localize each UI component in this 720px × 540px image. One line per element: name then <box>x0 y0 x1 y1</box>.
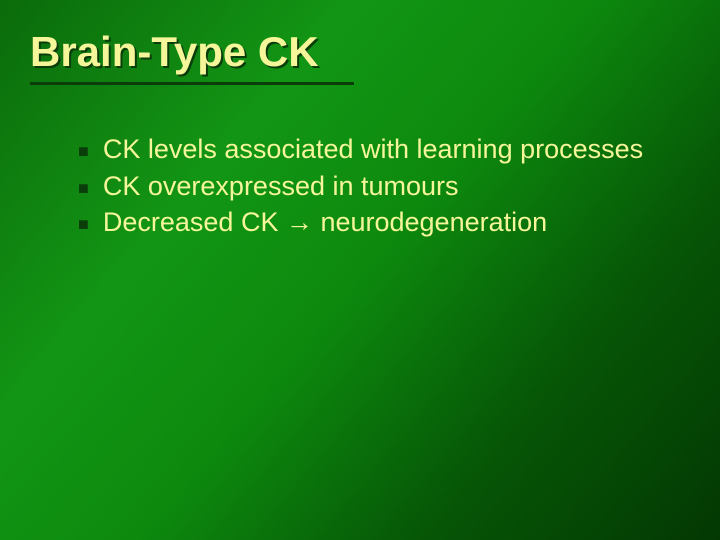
bullet-icon: ■ <box>78 140 89 163</box>
bullet-icon: ■ <box>78 177 89 200</box>
slide-body: ■ CK levels associated with learning pro… <box>78 132 660 242</box>
slide: Brain-Type CK Brain-Type CK ■ CK levels … <box>0 0 720 540</box>
bullet-text: CK overexpressed in tumours <box>103 169 660 204</box>
list-item: ■ Decreased CK → neurodegeneration <box>78 205 660 240</box>
bullet-icon: ■ <box>78 213 89 236</box>
list-item: ■ CK overexpressed in tumours <box>78 169 660 204</box>
title-underline <box>30 82 354 85</box>
bullet-text: Decreased CK → neurodegeneration <box>103 205 660 240</box>
slide-title: Brain-Type CK <box>30 28 319 76</box>
bullet-text: CK levels associated with learning proce… <box>103 132 660 167</box>
list-item: ■ CK levels associated with learning pro… <box>78 132 660 167</box>
